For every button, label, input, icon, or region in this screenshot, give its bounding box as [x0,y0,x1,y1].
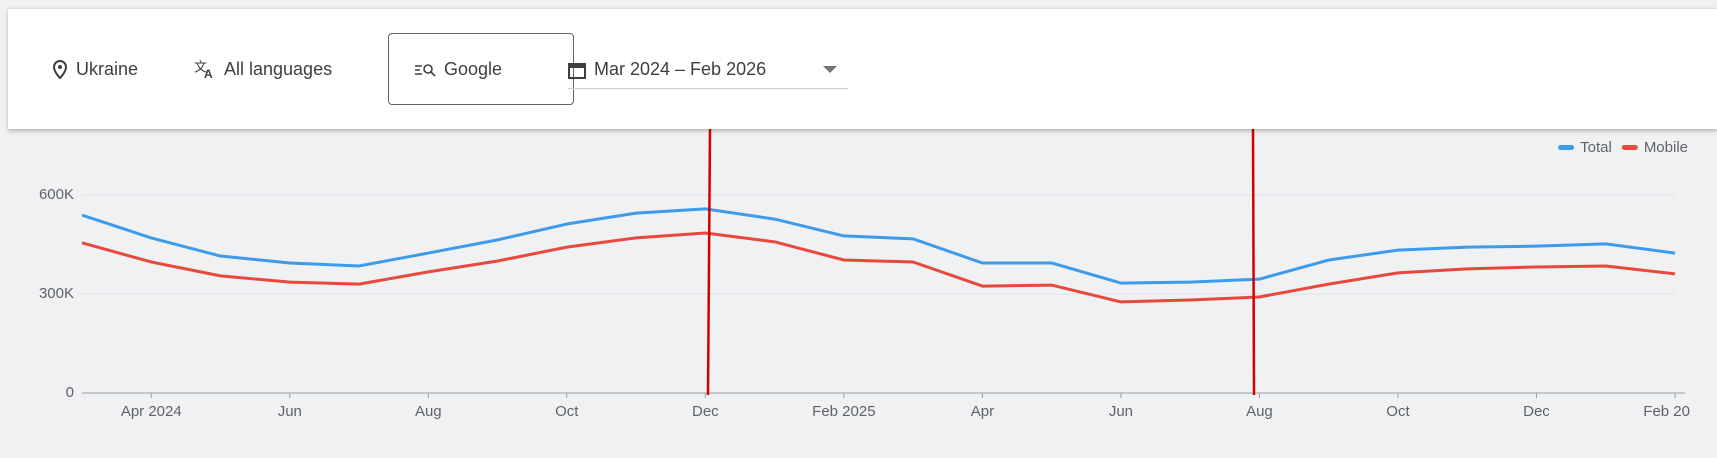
x-tick-label: Jun [278,403,302,420]
calendar-icon [568,62,586,79]
date-filter[interactable]: Mar 2024 – Feb 2026 [568,59,848,89]
x-tick-label: Oct [1386,403,1410,420]
date-range: Mar 2024 – Feb 2026 [594,59,767,79]
x-tick-label: Feb 2025 [812,403,875,420]
x-tick-label: Apr 2024 [121,403,182,420]
translate-icon: 文A [194,60,213,80]
legend-label: Total [1580,139,1612,156]
language: All languages [224,59,333,79]
search-type: Google [444,59,503,79]
svg-text:A: A [204,67,213,80]
series-line [81,231,1676,304]
x-tick-label: Dec [1523,403,1550,420]
x-tick-label: Apr [971,403,994,420]
x-tick-label: Dec [692,403,719,420]
y-tick-label: 0 [66,384,74,401]
location-filter[interactable]: Ukraine [52,59,138,80]
annotation-line [706,127,712,396]
search-type-filter[interactable]: Google [414,59,502,80]
location: Ukraine [76,59,139,79]
search-type-box[interactable] [388,33,574,105]
series-line [81,207,1676,285]
legend-label: Mobile [1644,139,1688,156]
x-tick-label: Aug [1246,403,1273,420]
y-tick-label: 600K [39,186,74,203]
x-tick-label: Feb 2026 [1643,403,1706,420]
legend-swatch [1621,145,1638,150]
svg-text:文: 文 [194,60,207,74]
annotation-line [1251,127,1256,396]
legend-swatch [1558,145,1575,150]
y-tick-label: 300K [39,285,74,302]
search-icon [415,63,436,77]
x-tick-label: Jun [1109,403,1133,420]
x-tick-label: Oct [555,403,579,420]
x-tick-label: Aug [415,403,442,420]
pin-icon [52,59,68,79]
dropdown-arrow [823,66,837,73]
